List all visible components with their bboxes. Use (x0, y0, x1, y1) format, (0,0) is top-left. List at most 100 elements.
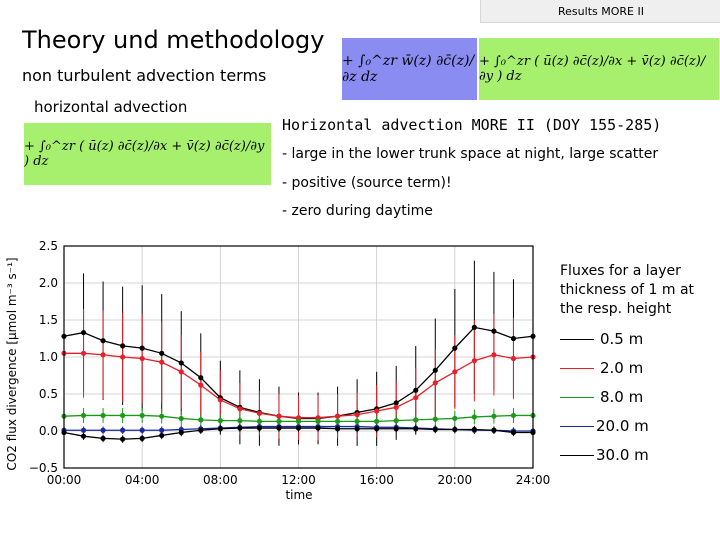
data-point (491, 413, 497, 419)
legend-swatch (560, 368, 594, 369)
data-point (178, 360, 184, 366)
legend-label: 30.0 m (596, 446, 649, 464)
x-tick-label: 16:00 (359, 473, 394, 487)
data-point (276, 425, 282, 431)
data-point (510, 355, 517, 362)
data-point (80, 412, 87, 419)
data-point (256, 410, 263, 416)
data-point (393, 400, 399, 406)
plot-frame (63, 245, 534, 469)
data-point (452, 345, 458, 351)
data-point (256, 425, 263, 431)
data-point (374, 418, 380, 424)
vertical-formula-text: + ∫₀^zr w̄(z) ∂c̄(z)/∂z dz (342, 53, 475, 85)
data-point (256, 418, 263, 424)
data-point (393, 426, 399, 432)
data-point (452, 415, 458, 422)
data-point (217, 426, 223, 432)
data-point (159, 359, 165, 365)
data-point (198, 382, 204, 388)
horizontal-advection-label: horizontal advection (34, 98, 188, 116)
data-point (100, 435, 106, 441)
horizontal-formula-text: + ∫₀^zr ( ū(z) ∂c̄(z)/∂x + v̄(z) ∂c̄(z)/… (24, 139, 265, 169)
data-point (452, 369, 458, 375)
y-tick-label: 1.0 (39, 350, 58, 364)
data-point (334, 413, 341, 419)
data-point (217, 397, 223, 403)
x-tick-labels: 00:00 04:00 08:00 12:00 16:00 20:00 24:00 (47, 473, 551, 487)
data-point (276, 413, 282, 419)
data-point (471, 426, 477, 433)
data-point (491, 427, 497, 433)
legend-label: 0.5 m (600, 330, 644, 348)
data-point (178, 369, 184, 375)
legend-label: 8.0 m (600, 388, 644, 406)
data-point (354, 412, 360, 418)
legend-swatch (560, 426, 594, 427)
co2-flux-divergence-chart: 2.5 2.0 1.5 1.0 0.5 0.0 −0.5 00:00 04:00 08:00 12… (5, 239, 551, 502)
data-point (354, 418, 360, 424)
legend-label: 2.0 m (600, 359, 644, 377)
data-point (100, 412, 106, 419)
data-point (510, 335, 517, 342)
data-point (432, 426, 438, 433)
data-point (100, 352, 106, 358)
data-point (315, 415, 321, 421)
data-point (120, 343, 126, 349)
data-point (374, 408, 380, 414)
header-label: Results MORE II (480, 0, 720, 23)
data-point (491, 328, 497, 334)
legend-title: Fluxes for a layer thickness of 1 m at t… (560, 263, 695, 317)
data-point (120, 354, 126, 360)
horizontal-advection-formula: + ∫₀^zr ( ū(z) ∂c̄(z)/∂x + v̄(z) ∂c̄(z)/… (24, 123, 271, 185)
horizontal-formula-text-top: + ∫₀^zr ( ū(z) ∂c̄(z)/∂x + v̄(z) ∂c̄(z)/… (479, 54, 706, 84)
vertical-advection-formula: + ∫₀^zr w̄(z) ∂c̄(z)/∂z dz (342, 38, 477, 100)
data-point (139, 435, 145, 441)
horizontal-advection-formula-top: + ∫₀^zr ( ū(z) ∂c̄(z)/∂x + v̄(z) ∂c̄(z)/… (479, 38, 719, 100)
legend-label: 20.0 m (596, 417, 649, 435)
legend-swatch (560, 397, 594, 398)
bullet-item-2: - positive (source term)! (282, 175, 452, 191)
data-point (139, 412, 145, 419)
data-point (295, 418, 302, 424)
data-point (80, 427, 87, 433)
data-point (471, 414, 477, 420)
data-point (393, 404, 399, 410)
x-tick-label: 20:00 (438, 473, 473, 487)
data-point (276, 418, 282, 424)
data-point (159, 427, 165, 433)
data-point (413, 395, 419, 401)
y-tick-label: 1.5 (39, 313, 58, 327)
data-point (100, 338, 106, 344)
data-point (237, 425, 243, 431)
data-point (471, 358, 477, 364)
data-point (120, 427, 126, 433)
slide-subtitle: non turbulent advection terms (22, 66, 267, 85)
data-point (120, 436, 126, 442)
data-point (198, 375, 204, 381)
data-point (120, 412, 126, 419)
data-point (354, 426, 360, 432)
y-tick-label: −0.5 (29, 461, 58, 475)
data-point (139, 345, 145, 351)
bullet-item-3: - zero during daytime (282, 203, 433, 219)
data-point (139, 427, 145, 433)
data-point (217, 418, 223, 424)
series-points (61, 324, 536, 442)
data-point (491, 352, 497, 358)
data-point (237, 406, 243, 412)
data-point (237, 418, 243, 424)
data-point (100, 427, 106, 433)
data-point (334, 426, 341, 432)
data-point (432, 367, 438, 373)
data-point (413, 417, 419, 423)
legend-swatch (560, 455, 594, 456)
data-point (80, 433, 87, 439)
y-tick-label: 2.5 (39, 239, 58, 253)
data-point (159, 432, 165, 439)
x-axis-label: time (285, 488, 312, 502)
data-point (413, 387, 419, 393)
data-point (315, 425, 321, 431)
data-point (452, 426, 458, 433)
data-point (80, 329, 87, 336)
